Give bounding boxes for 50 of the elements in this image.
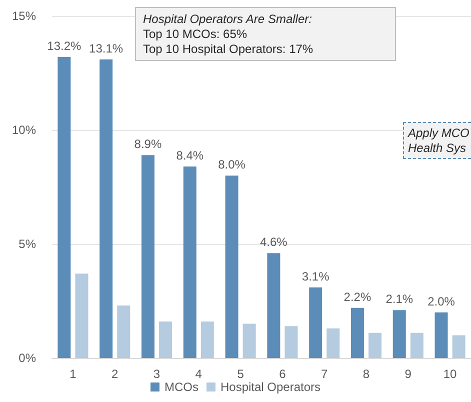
bar: [267, 253, 280, 358]
x-tick-label: 9: [404, 367, 412, 381]
y-tick-label: 0%: [18, 351, 36, 365]
bar: [100, 59, 113, 358]
x-tick-label: 6: [279, 367, 286, 381]
data-label: 2.1%: [386, 292, 414, 306]
bar: [434, 312, 448, 358]
annotation: Apply MCO Health Sys: [408, 126, 470, 156]
bar: [183, 166, 196, 358]
bar: [75, 274, 88, 358]
bar: [117, 306, 130, 358]
bar: [326, 328, 340, 358]
bar: [58, 57, 71, 358]
data-label: 8.0%: [218, 158, 246, 172]
legend-label: Hospital Operators: [220, 380, 321, 394]
data-label: 2.0%: [428, 294, 456, 308]
x-tick-label: 3: [153, 367, 160, 381]
x-tick-label: 7: [321, 367, 328, 381]
bar: [141, 155, 154, 358]
data-label: 13.1%: [89, 41, 124, 56]
bar: [159, 322, 172, 358]
callout-box: Hospital Operators Are Smaller: Top 10 MCOs: 65% Top 10 Hospital Operators: 17%: [135, 7, 396, 61]
callout-box: Apply MCO Health Sys: [403, 122, 471, 159]
annotation: Hospital Operators Are Smaller: Top 10 MCOs: 65% Top 10 Hospital Operators: 17%: [143, 12, 314, 57]
y-tick-label: 10%: [12, 123, 36, 137]
data-label: 8.4%: [176, 148, 204, 162]
bar: [200, 322, 214, 358]
x-tick-label: 8: [362, 367, 370, 381]
data-label: 13.2%: [47, 39, 82, 54]
x-tick-label: 10: [443, 367, 458, 381]
x-tick-label: 2: [112, 367, 119, 381]
bar: [284, 326, 298, 358]
bar: [225, 176, 238, 358]
x-tick-label: 5: [237, 367, 244, 381]
legend-label: MCOs: [164, 380, 198, 394]
x-tick-label: 1: [70, 367, 77, 381]
data-label: 2.2%: [344, 290, 372, 304]
y-tick-label: 5%: [18, 237, 36, 251]
bar: [368, 332, 382, 358]
y-tick-label: 15%: [12, 9, 36, 23]
bar: [309, 287, 322, 358]
bar: [242, 324, 256, 358]
data-label: 8.9%: [134, 137, 162, 152]
bar: [350, 308, 364, 358]
data-label: 4.6%: [260, 235, 288, 250]
data-label: 3.1%: [302, 269, 330, 284]
bar: [410, 332, 424, 358]
x-tick-label: 4: [195, 367, 202, 381]
bar: [392, 310, 406, 358]
bar: [452, 335, 466, 358]
